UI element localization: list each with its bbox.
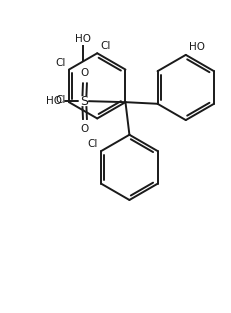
Text: Cl: Cl: [55, 58, 66, 68]
Text: HO: HO: [75, 33, 91, 44]
Text: Cl: Cl: [100, 41, 110, 51]
Text: Cl: Cl: [88, 139, 98, 149]
Text: S: S: [80, 95, 88, 108]
Text: O: O: [80, 124, 89, 134]
Text: Cl: Cl: [55, 95, 66, 105]
Text: HO: HO: [46, 96, 62, 106]
Text: O: O: [80, 69, 89, 79]
Text: HO: HO: [188, 42, 204, 52]
